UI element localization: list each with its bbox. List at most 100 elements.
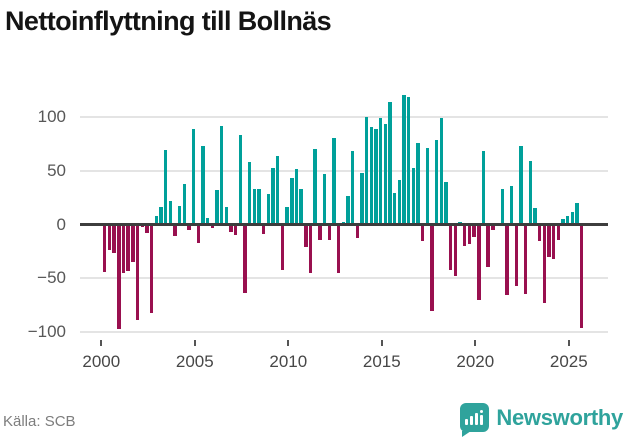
bar-2012-Q1 [327,224,331,240]
bar-2020-Q1 [477,224,481,300]
bar-2006-Q3 [224,207,229,225]
bar-2004-Q4 [191,128,196,225]
bar-2017-Q1 [421,224,425,241]
x-axis-label-2010: 2010 [269,352,308,371]
bar-2007-Q3 [243,224,247,294]
bar-2006-Q2 [219,125,224,225]
bar-2009-Q3 [280,224,285,270]
bar-2001-Q1 [121,224,126,273]
bar-2016-Q4 [416,142,420,225]
bar-2025-Q2 [575,203,579,225]
bar-2010-Q3 [299,189,303,225]
bar-2010-Q4 [304,224,308,248]
gridline-y100 [80,116,608,119]
bar-2024-Q4 [565,215,570,225]
bar-2016-Q1 [402,94,406,225]
bar-2004-Q3 [187,224,191,230]
logo-exclamation [480,410,484,425]
bar-2003-Q2 [163,150,168,225]
bar-chart-speech-bubble-icon [460,403,490,437]
bar-2017-Q2 [425,148,430,225]
bar-2004-Q1 [177,206,182,225]
bar-2020-Q2 [481,151,486,225]
bar-2011-Q3 [318,224,322,240]
bar-2014-Q3 [374,128,378,225]
bar-2018-Q1 [439,118,444,225]
x-tick-2025 [567,340,570,346]
bar-2005-Q1 [196,224,200,243]
bar-2007-Q2 [238,135,243,225]
bar-2016-Q3 [411,167,416,225]
bar-2000-Q3 [112,224,116,254]
bar-2008-Q1 [252,189,257,225]
bar-2021-Q3 [505,224,509,296]
bar-2022-Q3 [523,224,528,295]
bar-2002-Q3 [149,224,154,313]
bar-2008-Q4 [266,194,271,225]
bar-2018-Q3 [449,224,453,270]
bar-2013-Q3 [355,224,359,239]
bar-2013-Q2 [350,151,355,225]
bar-2012-Q2 [332,137,336,225]
newsworthy-logo: Newsworthy [460,403,623,437]
zero-axis-line [80,223,608,226]
bar-2001-Q2 [126,224,130,271]
bar-2002-Q2 [145,224,149,234]
bar-2001-Q4 [135,224,140,321]
x-tick-2020 [474,340,477,346]
bar-2000-Q4 [117,224,121,329]
x-axis-label-2005: 2005 [175,352,214,371]
y-axis-label-100: 100 [37,107,66,127]
logo-bar-medium [470,416,474,425]
bar-2024-Q3 [561,219,565,225]
bar-2005-Q3 [205,218,210,225]
bar-2003-Q4 [173,224,177,237]
bar-2013-Q1 [346,195,350,225]
bar-2018-Q4 [453,224,458,277]
bar-2019-Q3 [467,224,472,244]
chart-title: Nettoinflyttning till Bollnäs [5,6,332,36]
bar-2025-Q1 [570,211,575,225]
bar-2003-Q3 [168,200,172,225]
bar-2018-Q2 [444,181,448,225]
x-tick-2000 [100,340,103,346]
bar-2011-Q1 [308,224,313,273]
gridline-y-50 [80,277,608,280]
bar-2024-Q1 [551,224,556,259]
bar-2006-Q1 [215,190,219,225]
bar-2004-Q2 [182,183,186,225]
logo-bar-small [465,419,469,425]
bar-2019-Q4 [472,224,476,238]
bar-2025-Q3 [579,224,584,328]
bar-2003-Q1 [159,207,163,225]
y-axis-label-0: 0 [56,214,66,234]
source-caption: Källa: SCB [3,413,76,430]
bar-2011-Q4 [322,174,327,225]
bar-2020-Q4 [491,224,495,230]
bar-2000-Q1 [103,224,107,272]
bar-2009-Q4 [285,207,289,225]
x-axis-label-2000: 2000 [82,352,121,371]
x-axis-label-2015: 2015 [362,352,401,371]
bar-2015-Q1 [383,123,387,225]
gridline-y-100 [80,330,608,333]
y-axis-label--50: −50 [37,268,66,288]
bar-2023-Q2 [537,224,542,241]
gridline-y50 [80,169,608,172]
bar-2022-Q2 [519,146,523,225]
bar-2002-Q4 [154,215,158,225]
bar-2023-Q4 [547,224,551,257]
bar-2015-Q4 [397,180,402,225]
bar-2022-Q4 [528,161,532,225]
bar-2016-Q2 [406,96,411,225]
bar-2020-Q3 [486,224,490,268]
bar-2000-Q2 [107,224,112,251]
bar-2015-Q3 [392,193,397,225]
y-axis-label--100: −100 [27,321,66,341]
x-tick-2015 [380,340,383,346]
bar-2017-Q3 [430,224,434,312]
bar-2019-Q2 [463,224,467,246]
x-tick-2005 [193,340,196,346]
